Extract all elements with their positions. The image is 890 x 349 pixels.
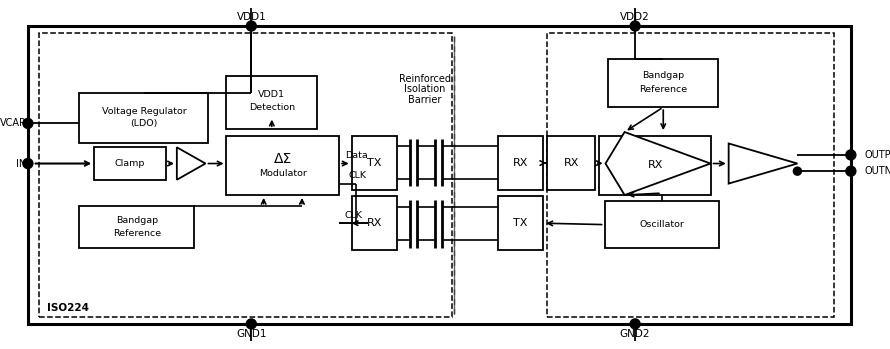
Bar [352, 196, 397, 250]
Bar [498, 196, 544, 250]
Bar [28, 26, 851, 324]
Bar [226, 76, 317, 129]
Text: Voltage Regulator: Voltage Regulator [101, 107, 186, 117]
Text: IN: IN [16, 158, 26, 169]
Text: VDD1: VDD1 [237, 13, 266, 22]
Text: RX: RX [367, 218, 382, 228]
Bar [547, 33, 834, 317]
Text: TX: TX [514, 218, 528, 228]
Text: VDD2: VDD2 [620, 13, 650, 22]
Text: Clamp: Clamp [115, 159, 145, 168]
Text: Data: Data [344, 151, 368, 161]
Text: Reference: Reference [113, 229, 161, 238]
Text: Bandgap: Bandgap [116, 216, 158, 225]
Text: CLK: CLK [349, 171, 367, 180]
Text: Isolation: Isolation [404, 84, 446, 94]
Circle shape [247, 21, 256, 31]
Text: RX: RX [513, 158, 529, 168]
Bar [547, 136, 595, 190]
Bar [93, 147, 166, 180]
Bar [79, 93, 208, 142]
Bar [226, 136, 339, 195]
Text: Detection: Detection [249, 103, 295, 112]
Text: GND1: GND1 [236, 329, 266, 340]
Bar [39, 33, 452, 317]
Bar [604, 201, 719, 248]
Text: (LDO): (LDO) [130, 119, 158, 128]
Bar [609, 59, 718, 107]
Text: Oscillator: Oscillator [639, 220, 684, 229]
Circle shape [846, 166, 855, 176]
Circle shape [247, 319, 256, 329]
Circle shape [630, 319, 640, 329]
Bar [79, 207, 194, 248]
Text: OUTN: OUTN [864, 166, 890, 176]
Text: ISO224: ISO224 [47, 303, 89, 313]
Circle shape [23, 159, 33, 168]
Text: ΔΣ: ΔΣ [274, 152, 292, 166]
Text: Reference: Reference [639, 84, 687, 94]
Text: RX: RX [563, 158, 578, 168]
Text: Barrier: Barrier [409, 95, 441, 105]
Text: VDD1: VDD1 [258, 90, 286, 99]
Text: CLK: CLK [344, 211, 363, 220]
Text: TX: TX [368, 158, 382, 168]
Bar [352, 136, 397, 190]
Circle shape [23, 119, 33, 128]
Polygon shape [177, 147, 206, 180]
Circle shape [794, 167, 801, 175]
Bar [498, 136, 544, 190]
Text: RX: RX [647, 161, 663, 170]
Text: GND2: GND2 [619, 329, 651, 340]
Text: Modulator: Modulator [259, 169, 307, 178]
Circle shape [630, 21, 640, 31]
Bar [599, 136, 711, 195]
Polygon shape [605, 132, 710, 195]
Text: Reinforced: Reinforced [399, 74, 451, 83]
Polygon shape [729, 143, 797, 184]
Text: OUTP: OUTP [864, 150, 890, 160]
Text: VCAP: VCAP [0, 118, 26, 128]
Circle shape [846, 150, 855, 160]
Text: Bandgap: Bandgap [643, 71, 684, 80]
